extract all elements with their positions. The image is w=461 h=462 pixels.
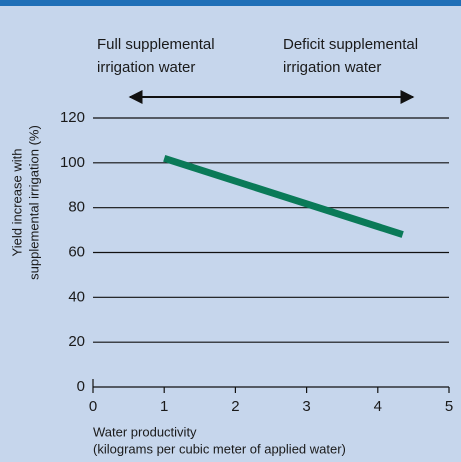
- x-tick-label: 0: [89, 398, 97, 415]
- annotation: irrigation water: [283, 59, 381, 76]
- annotation: irrigation water: [97, 59, 195, 76]
- annotation: Full supplemental: [97, 36, 215, 53]
- x-axis-label: (kilograms per cubic meter of applied wa…: [93, 441, 346, 456]
- x-tick-label: 1: [160, 398, 168, 415]
- y-tick-label: 100: [60, 154, 85, 171]
- y-axis-label: supplemental irrigation (%): [26, 125, 41, 280]
- x-axis-label: Water productivity: [93, 424, 197, 439]
- y-tick-label: 60: [68, 243, 85, 260]
- header-strip: [0, 0, 461, 6]
- y-tick-label: 40: [68, 288, 85, 305]
- y-tick-label: 0: [77, 378, 85, 395]
- y-tick-label: 120: [60, 109, 85, 126]
- x-tick-label: 2: [231, 398, 239, 415]
- y-axis-label: Yield increase with: [9, 149, 24, 257]
- x-tick-label: 3: [302, 398, 310, 415]
- x-tick-label: 5: [445, 398, 453, 415]
- y-tick-label: 80: [68, 199, 85, 216]
- x-tick-label: 4: [374, 398, 382, 415]
- annotation: Deficit supplemental: [283, 36, 418, 53]
- data-line: [163, 155, 404, 238]
- y-tick-label: 20: [68, 333, 85, 350]
